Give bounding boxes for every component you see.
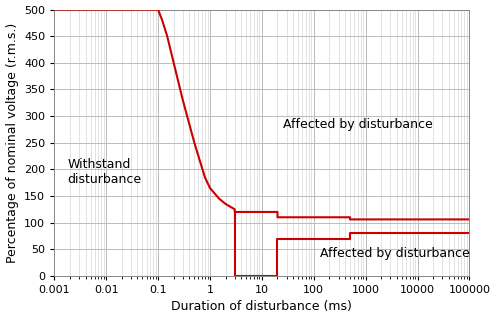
Y-axis label: Percentage of nominal voltage (r.m.s.): Percentage of nominal voltage (r.m.s.) <box>5 23 18 263</box>
Text: Withstand
disturbance: Withstand disturbance <box>67 158 142 186</box>
Text: Affected by disturbance: Affected by disturbance <box>283 118 432 130</box>
X-axis label: Duration of disturbance (ms): Duration of disturbance (ms) <box>172 300 352 314</box>
Text: Affected by disturbance: Affected by disturbance <box>319 247 469 260</box>
